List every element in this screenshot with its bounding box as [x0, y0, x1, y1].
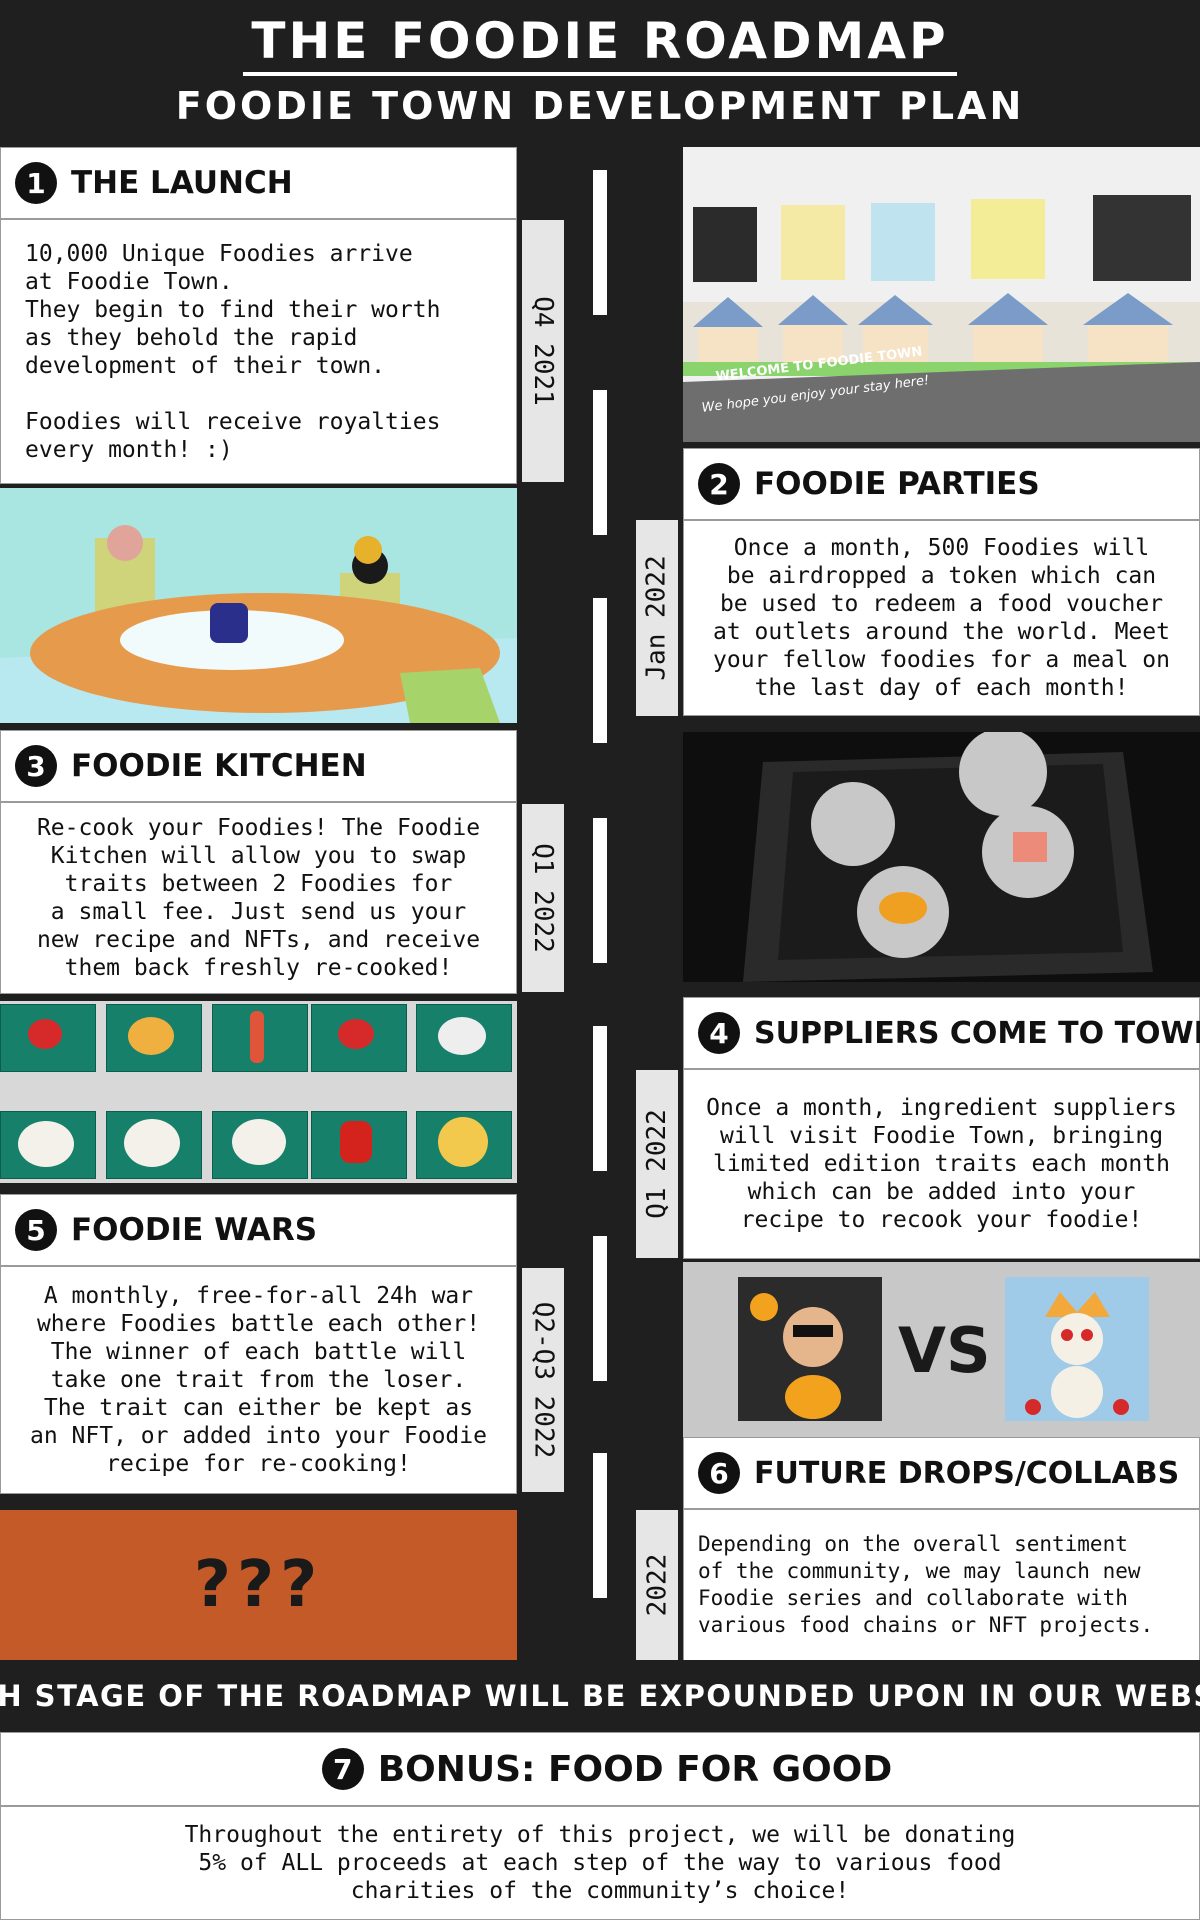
bonus-description: Throughout the entirety of this project,…: [0, 1806, 1200, 1920]
stage-2-description: Once a month, 500 Foodies will be airdro…: [683, 520, 1200, 716]
ingredient-traits-grid: [0, 1001, 517, 1183]
stage-6-date: 2022: [636, 1510, 678, 1660]
bonus-title: BONUS: FOOD FOR GOOD: [377, 1748, 893, 1790]
stage-title: THE LAUNCH: [71, 165, 293, 201]
versus-label: VS: [898, 1314, 991, 1387]
stage-5-date: Q2-Q3 2022: [522, 1268, 564, 1492]
stage-3-description: Re-cook your Foodies! The Foodie Kitchen…: [0, 802, 517, 994]
stage-6-description: Depending on the overall sentiment of th…: [683, 1509, 1200, 1661]
stage-4-description: Once a month, ingredient suppliers will …: [683, 1069, 1200, 1259]
road-dash: [593, 1236, 607, 1381]
road-dash: [593, 598, 607, 743]
road-dash: [593, 1453, 607, 1598]
stage-1-description: 10,000 Unique Foodies arrive at Foodie T…: [0, 219, 517, 484]
page-subtitle: FOODIE TOWN DEVELOPMENT PLAN: [175, 84, 1025, 128]
stage-5-description: A monthly, free-for-all 24h war where Fo…: [0, 1266, 517, 1494]
stage-number-badge: 4: [698, 1012, 740, 1054]
stage-number-badge: 1: [15, 162, 57, 204]
stage-3-title-box: 3 FOODIE KITCHEN: [0, 730, 517, 802]
party-table-image: [0, 488, 517, 723]
stage-5-title-box: 5 FOODIE WARS: [0, 1194, 517, 1266]
foodie-kitchen-stove-image: [683, 732, 1200, 982]
stage-4-title-box: 4 SUPPLIERS COME TO TOWN: [683, 997, 1200, 1069]
stage-number-badge: 3: [15, 745, 57, 787]
stage-title: FUTURE DROPS/COLLABS: [754, 1455, 1180, 1491]
road-dash: [593, 1026, 607, 1171]
stage-number-badge: 6: [698, 1452, 740, 1494]
road-dash: [593, 818, 607, 963]
mystery-text: ???: [193, 1548, 324, 1622]
bonus-title-box: 7 BONUS: FOOD FOR GOOD: [0, 1732, 1200, 1806]
page-title: THE FOODIE ROADMAP: [0, 12, 1200, 76]
roadmap-website-banner: EACH STAGE OF THE ROADMAP WILL BE EXPOUN…: [0, 1660, 1200, 1732]
stage-2-title-box: 2 FOODIE PARTIES: [683, 448, 1200, 520]
stage-3-date: Q1 2022: [522, 804, 564, 992]
stage-title: FOODIE KITCHEN: [71, 748, 367, 784]
foodie-town-image: WELCOME TO FOODIE TOWN We hope you enjoy…: [683, 147, 1200, 442]
stage-1-date: Q4 2021: [522, 220, 564, 482]
road-dash: [593, 170, 607, 315]
fighter-left-image: [738, 1277, 882, 1421]
road-dash: [593, 390, 607, 535]
stage-1-title-box: 1 THE LAUNCH: [0, 147, 517, 219]
stage-6-title-box: 6 FUTURE DROPS/COLLABS: [683, 1437, 1200, 1509]
stage-4-date: Q1 2022: [636, 1070, 678, 1258]
stage-2-date: Jan 2022: [636, 520, 678, 716]
foodie-wars-vs-image: VS: [683, 1262, 1200, 1437]
stage-title: FOODIE WARS: [71, 1212, 318, 1248]
stage-title: FOODIE PARTIES: [754, 466, 1040, 502]
stage-title: SUPPLIERS COME TO TOWN: [754, 1015, 1200, 1051]
stage-number-badge: 5: [15, 1209, 57, 1251]
stage-number-badge: 7: [321, 1748, 364, 1790]
stage-number-badge: 2: [698, 463, 740, 505]
mystery-panel: ???: [0, 1510, 517, 1660]
fighter-right-image: [1005, 1277, 1149, 1421]
